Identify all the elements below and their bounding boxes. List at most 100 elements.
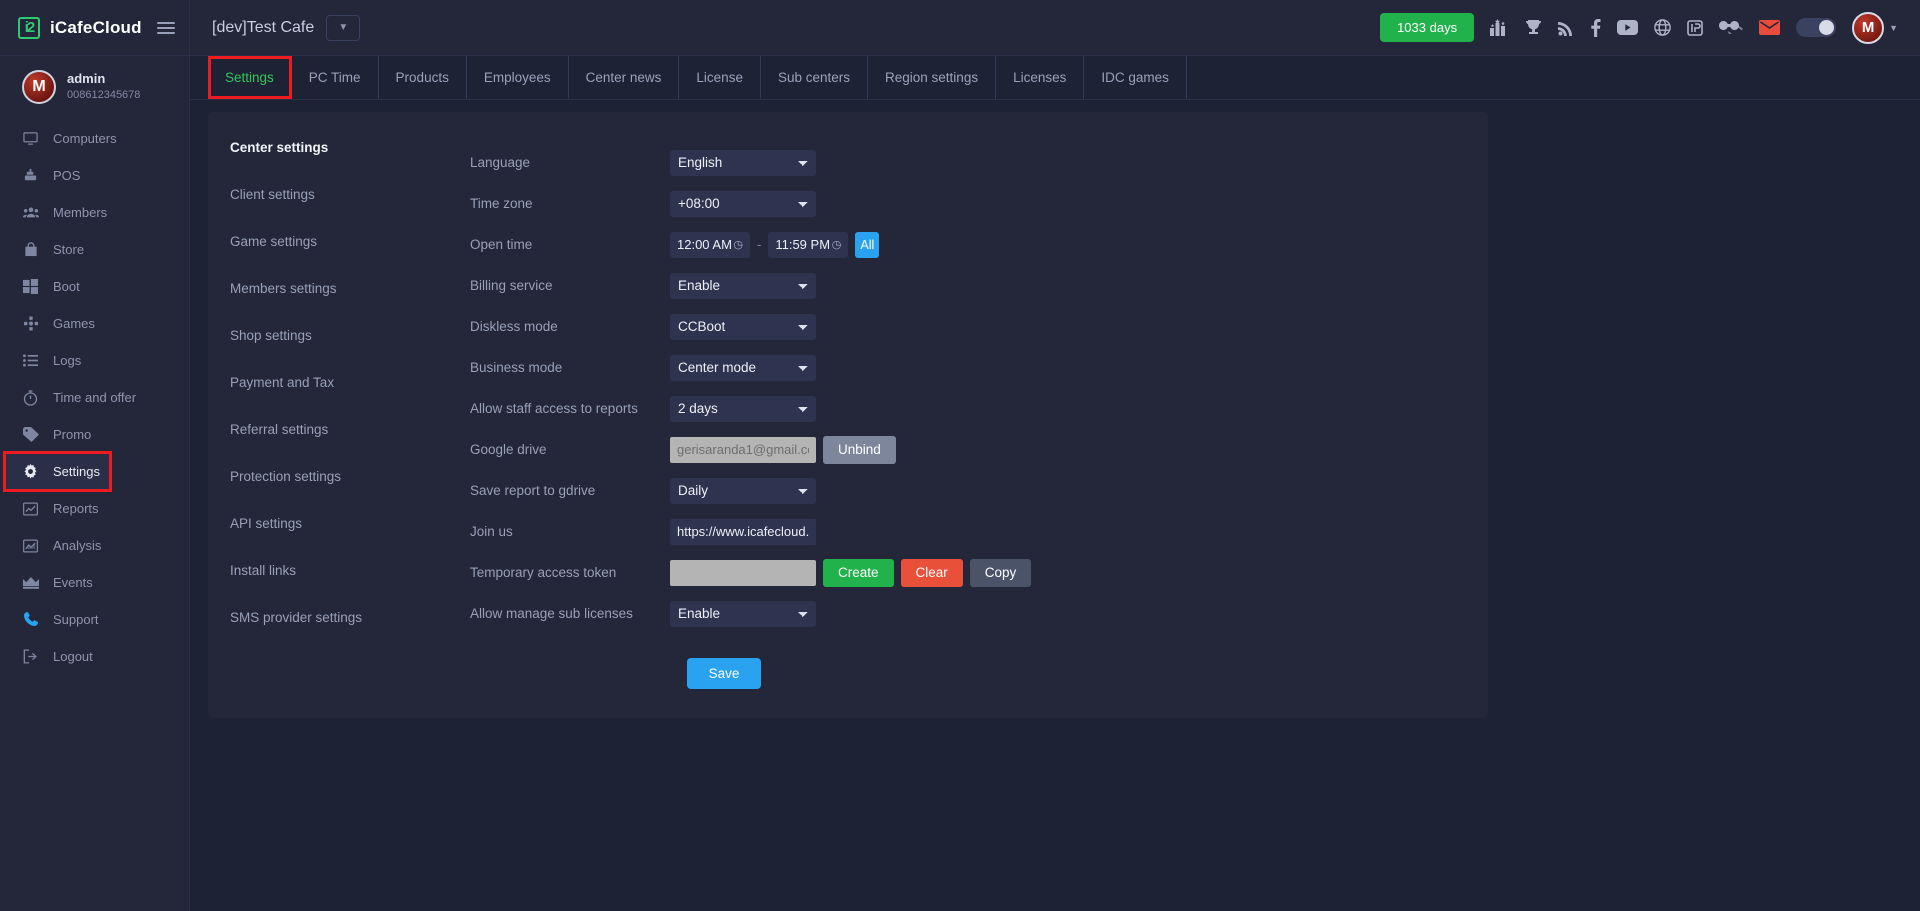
temp-token-input[interactable] bbox=[670, 559, 816, 586]
time-zone-select[interactable]: +08:00 bbox=[670, 190, 816, 217]
business-mode-select[interactable]: Center mode bbox=[670, 354, 816, 381]
cafe-name: [dev]Test Cafe bbox=[212, 18, 315, 36]
app-title: iCafeCloud bbox=[50, 17, 142, 37]
sidebar-item-store[interactable]: Store bbox=[0, 231, 189, 268]
sidebar-item-games[interactable]: Games bbox=[0, 305, 189, 342]
clock-icon: ◷ bbox=[733, 239, 743, 251]
avatar: M bbox=[1852, 11, 1885, 44]
subnav-item-center-settings[interactable]: Center settings bbox=[230, 140, 329, 155]
sidebar-item-settings[interactable]: Settings bbox=[3, 451, 112, 492]
unbind-button[interactable]: Unbind bbox=[823, 435, 896, 464]
tab-pc-time[interactable]: PC Time bbox=[292, 56, 379, 99]
create-token-button[interactable]: Create bbox=[823, 558, 894, 587]
menu-toggle-icon[interactable] bbox=[157, 21, 175, 34]
sidebar-item-boot[interactable]: Boot bbox=[0, 268, 189, 305]
settings-subnav: Center settings Client settings Game setti… bbox=[208, 112, 453, 718]
phone-icon bbox=[22, 612, 39, 627]
chevron-down-icon: ▼ bbox=[1889, 22, 1898, 33]
sub-licenses-select[interactable]: Enable bbox=[670, 600, 816, 627]
label-billing-service: Billing service bbox=[470, 278, 553, 293]
globe-icon[interactable] bbox=[1654, 19, 1671, 36]
sidebar-item-members[interactable]: Members bbox=[0, 194, 189, 231]
row-google-drive: Google drive Unbind bbox=[470, 429, 1488, 470]
row-language: Language English bbox=[470, 142, 1488, 183]
tab-products[interactable]: Products bbox=[379, 56, 467, 99]
gear-icon bbox=[22, 464, 39, 479]
store-bag-icon bbox=[22, 242, 39, 257]
open-time-start[interactable]: 12:00 AM ◷ bbox=[670, 231, 750, 258]
open-time-all-button[interactable]: All bbox=[855, 231, 880, 258]
language-select[interactable]: English bbox=[670, 149, 816, 176]
tab-center-news[interactable]: Center news bbox=[569, 56, 680, 99]
ranking-icon[interactable] bbox=[1490, 19, 1509, 36]
billing-service-select[interactable]: Enable bbox=[670, 272, 816, 299]
cash-register-icon bbox=[22, 168, 39, 183]
tab-sub-centers[interactable]: Sub centers bbox=[761, 56, 869, 99]
subnav-item-referral-settings[interactable]: Referral settings bbox=[230, 422, 329, 437]
join-us-input[interactable] bbox=[670, 518, 816, 545]
subnav-item-protection-settings[interactable]: Protection settings bbox=[230, 469, 342, 484]
sidebar-item-logout[interactable]: Logout bbox=[0, 638, 189, 675]
user-menu[interactable]: M ▼ bbox=[1852, 11, 1898, 44]
subnav-item-client-settings[interactable]: Client settings bbox=[230, 187, 315, 202]
chevron-down-icon[interactable]: ▼ bbox=[326, 14, 361, 41]
staff-reports-select[interactable]: 2 days bbox=[670, 395, 816, 422]
subnav-item-install-links[interactable]: Install links bbox=[230, 563, 297, 578]
cafe-selector[interactable]: [dev]Test Cafe ▼ bbox=[190, 14, 361, 41]
subnav-item-shop-settings[interactable]: Shop settings bbox=[230, 328, 312, 343]
trophy-icon[interactable] bbox=[1525, 19, 1542, 36]
sidebar-item-pos[interactable]: POS bbox=[0, 157, 189, 194]
tab-employees[interactable]: Employees bbox=[467, 56, 569, 99]
label-language: Language bbox=[470, 155, 531, 170]
open-time-end[interactable]: 11:59 PM ◷ bbox=[768, 231, 849, 258]
goggles-icon[interactable] bbox=[1719, 21, 1744, 34]
tab-license[interactable]: License bbox=[679, 56, 761, 99]
clear-token-button[interactable]: Clear bbox=[900, 558, 963, 587]
rss-icon[interactable] bbox=[1558, 20, 1574, 36]
subnav-item-payment-and-tax[interactable]: Payment and Tax bbox=[230, 375, 335, 390]
open-time-end-value: 11:59 PM bbox=[775, 237, 831, 252]
top-right-actions: 1033 days M ▼ bbox=[1380, 11, 1920, 44]
icafe-icon[interactable] bbox=[1687, 19, 1703, 36]
subnav-item-api-settings[interactable]: API settings bbox=[230, 516, 303, 531]
theme-toggle[interactable] bbox=[1796, 18, 1837, 37]
sidebar-item-events[interactable]: Events bbox=[0, 564, 189, 601]
sidebar-item-logs[interactable]: Logs bbox=[0, 342, 189, 379]
sidebar-item-reports[interactable]: Reports bbox=[0, 490, 189, 527]
gamepad-icon bbox=[22, 316, 39, 331]
copy-token-button[interactable]: Copy bbox=[969, 558, 1032, 587]
subnav-item-game-settings[interactable]: Game settings bbox=[230, 234, 318, 249]
sidebar-user[interactable]: M admin 008612345678 bbox=[0, 56, 189, 120]
facebook-icon[interactable] bbox=[1590, 18, 1601, 37]
tab-licenses[interactable]: Licenses bbox=[996, 56, 1085, 99]
sidebar-item-label: Events bbox=[53, 575, 93, 590]
tab-idc-games[interactable]: IDC games bbox=[1084, 56, 1187, 99]
diskless-mode-select[interactable]: CCBoot bbox=[670, 313, 816, 340]
top-bar: i2 iCafeCloud [dev]Test Cafe ▼ 1033 days bbox=[0, 0, 1920, 56]
icafecloud-logo-icon: i2 bbox=[18, 16, 40, 39]
save-button[interactable]: Save bbox=[687, 658, 761, 689]
sidebar-item-support[interactable]: Support bbox=[0, 601, 189, 638]
row-staff-reports: Allow staff access to reports 2 days bbox=[470, 388, 1488, 429]
label-join-us: Join us bbox=[470, 524, 513, 539]
sidebar-item-time-and-offer[interactable]: Time and offer bbox=[0, 379, 189, 416]
sidebar-item-analysis[interactable]: Analysis bbox=[0, 527, 189, 564]
sidebar: M admin 008612345678 Computers POS Members… bbox=[0, 56, 190, 911]
days-remaining-badge[interactable]: 1033 days bbox=[1380, 13, 1475, 42]
youtube-icon[interactable] bbox=[1617, 20, 1639, 35]
logout-icon bbox=[22, 649, 39, 664]
settings-panel: Center settings Client settings Game setti… bbox=[208, 112, 1488, 718]
label-open-time: Open time bbox=[470, 237, 533, 252]
tab-region-settings[interactable]: Region settings bbox=[868, 56, 997, 99]
label-sub-licenses: Allow manage sub licenses bbox=[470, 606, 633, 621]
row-open-time: Open time 12:00 AM ◷ - 11:59 PM ◷ All bbox=[470, 224, 1488, 265]
sidebar-item-label: Analysis bbox=[53, 538, 102, 553]
mail-icon[interactable] bbox=[1759, 20, 1781, 35]
subnav-item-members-settings[interactable]: Members settings bbox=[230, 281, 337, 296]
google-drive-input[interactable] bbox=[670, 436, 816, 463]
sidebar-item-promo[interactable]: Promo bbox=[0, 416, 189, 453]
tab-settings[interactable]: Settings bbox=[208, 56, 292, 99]
subnav-item-sms-provider-settings[interactable]: SMS provider settings bbox=[230, 610, 363, 625]
save-report-select[interactable]: Daily bbox=[670, 477, 816, 504]
sidebar-item-computers[interactable]: Computers bbox=[0, 120, 189, 157]
